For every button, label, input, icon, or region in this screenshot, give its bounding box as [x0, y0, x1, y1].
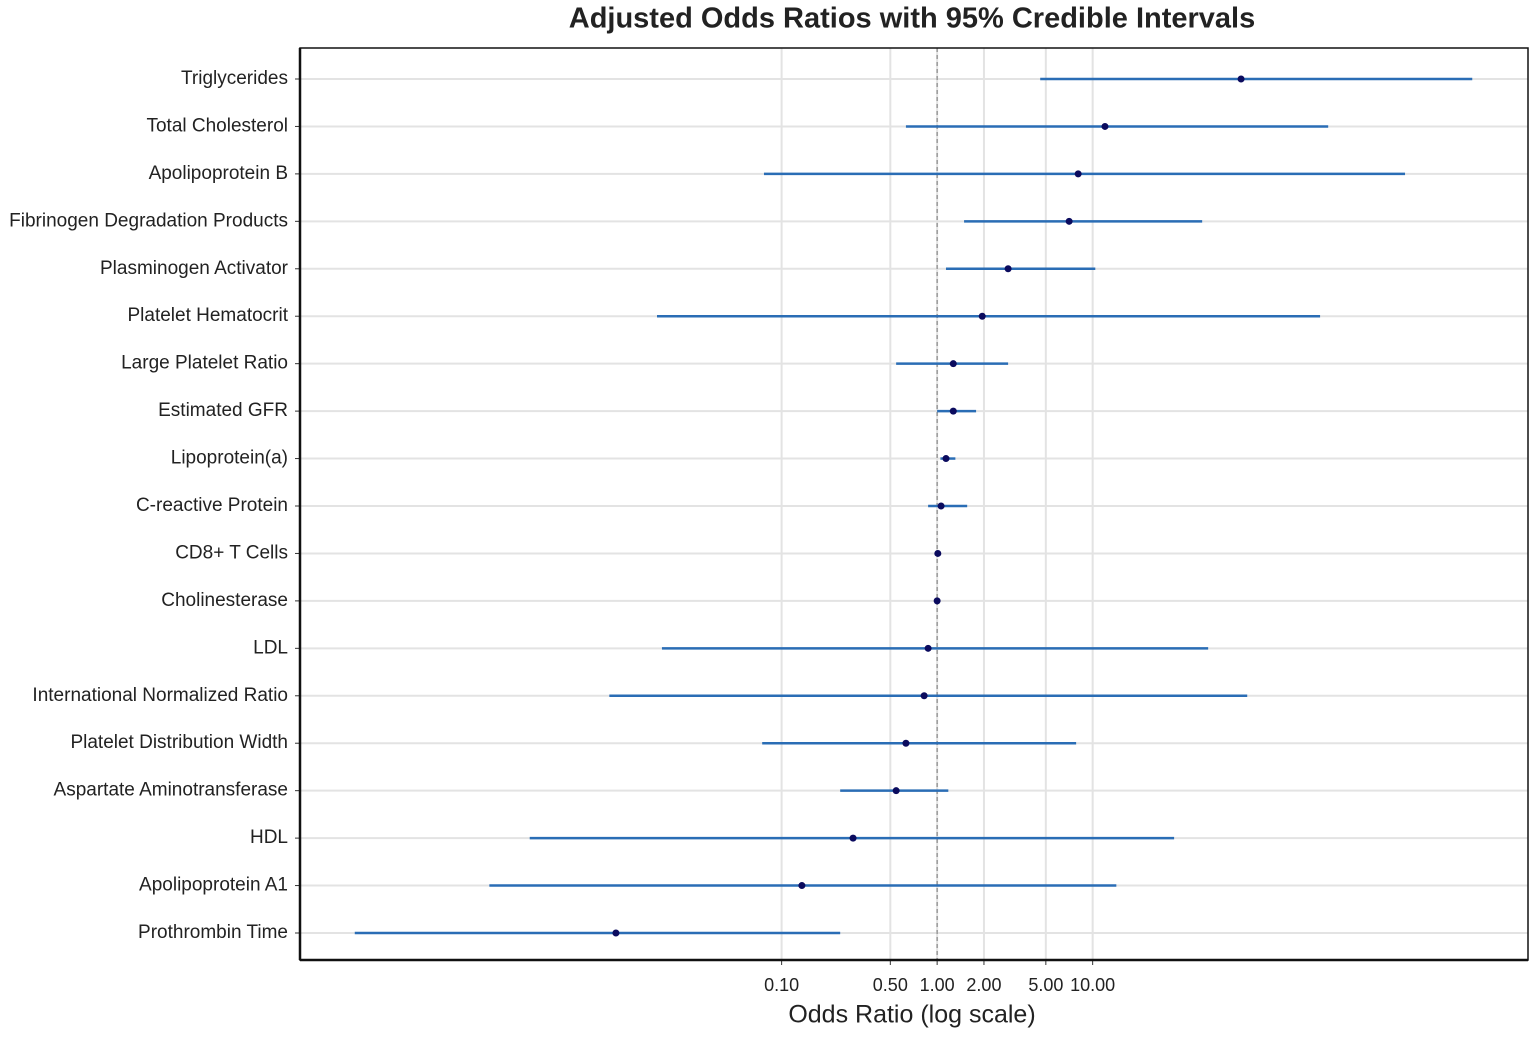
x-tick-label: 1.00 — [920, 975, 955, 995]
plot-border — [299, 47, 1529, 961]
y-tick-label: CD8+ T Cells — [175, 542, 288, 563]
x-tick-label: 10.00 — [1070, 975, 1115, 995]
chart-title: Adjusted Odds Ratios with 95% Credible I… — [569, 3, 1255, 35]
y-tick-label: Fibrinogen Degradation Products — [9, 210, 288, 231]
estimate-point — [1065, 217, 1073, 225]
estimate-point — [902, 739, 910, 747]
estimate-point — [924, 644, 932, 652]
y-tick-label: Prothrombin Time — [138, 922, 288, 943]
estimate-point — [934, 549, 942, 557]
y-tick-label: Aspartate Aminotransferase — [54, 780, 288, 801]
estimate-point — [1237, 75, 1245, 83]
y-tick-label: LDL — [253, 637, 288, 658]
estimate-point — [942, 455, 950, 463]
x-tick-label: 5.00 — [1028, 975, 1063, 995]
y-tick-label: Large Platelet Ratio — [121, 353, 288, 374]
x-tick-label: 0.10 — [764, 975, 799, 995]
estimate-point — [798, 882, 806, 890]
y-tick-label: Lipoprotein(a) — [171, 448, 288, 469]
y-tick-label: C-reactive Protein — [136, 495, 288, 516]
y-tick-label: Estimated GFR — [158, 400, 288, 421]
estimate-point — [949, 360, 957, 368]
estimate-point — [978, 312, 986, 320]
y-tick-label: Plasminogen Activator — [100, 258, 289, 279]
y-tick-label: Apolipoprotein A1 — [139, 875, 288, 896]
y-tick-label: Apolipoprotein B — [149, 163, 288, 184]
estimate-point — [1101, 122, 1109, 130]
y-tick-label: Platelet Hematocrit — [127, 305, 288, 326]
x-tick-label: 2.00 — [966, 975, 1001, 995]
estimate-point — [1004, 265, 1012, 273]
y-tick-label: Platelet Distribution Width — [70, 732, 288, 753]
estimate-point — [892, 787, 900, 795]
y-tick-label: HDL — [250, 827, 288, 848]
x-tick-label: 0.50 — [873, 975, 908, 995]
estimate-point — [1074, 170, 1082, 178]
estimate-point — [937, 502, 945, 510]
estimate-point — [849, 834, 857, 842]
y-tick-label: Triglycerides — [181, 68, 288, 89]
x-axis-label: Odds Ratio (log scale) — [788, 1001, 1035, 1029]
estimate-point — [949, 407, 957, 415]
estimate-point — [920, 692, 928, 700]
estimate-point — [612, 929, 620, 937]
estimate-point — [933, 597, 941, 605]
y-tick-label: Cholinesterase — [161, 590, 288, 611]
y-tick-label: Total Cholesterol — [146, 115, 288, 136]
y-tick-label: International Normalized Ratio — [32, 685, 288, 706]
